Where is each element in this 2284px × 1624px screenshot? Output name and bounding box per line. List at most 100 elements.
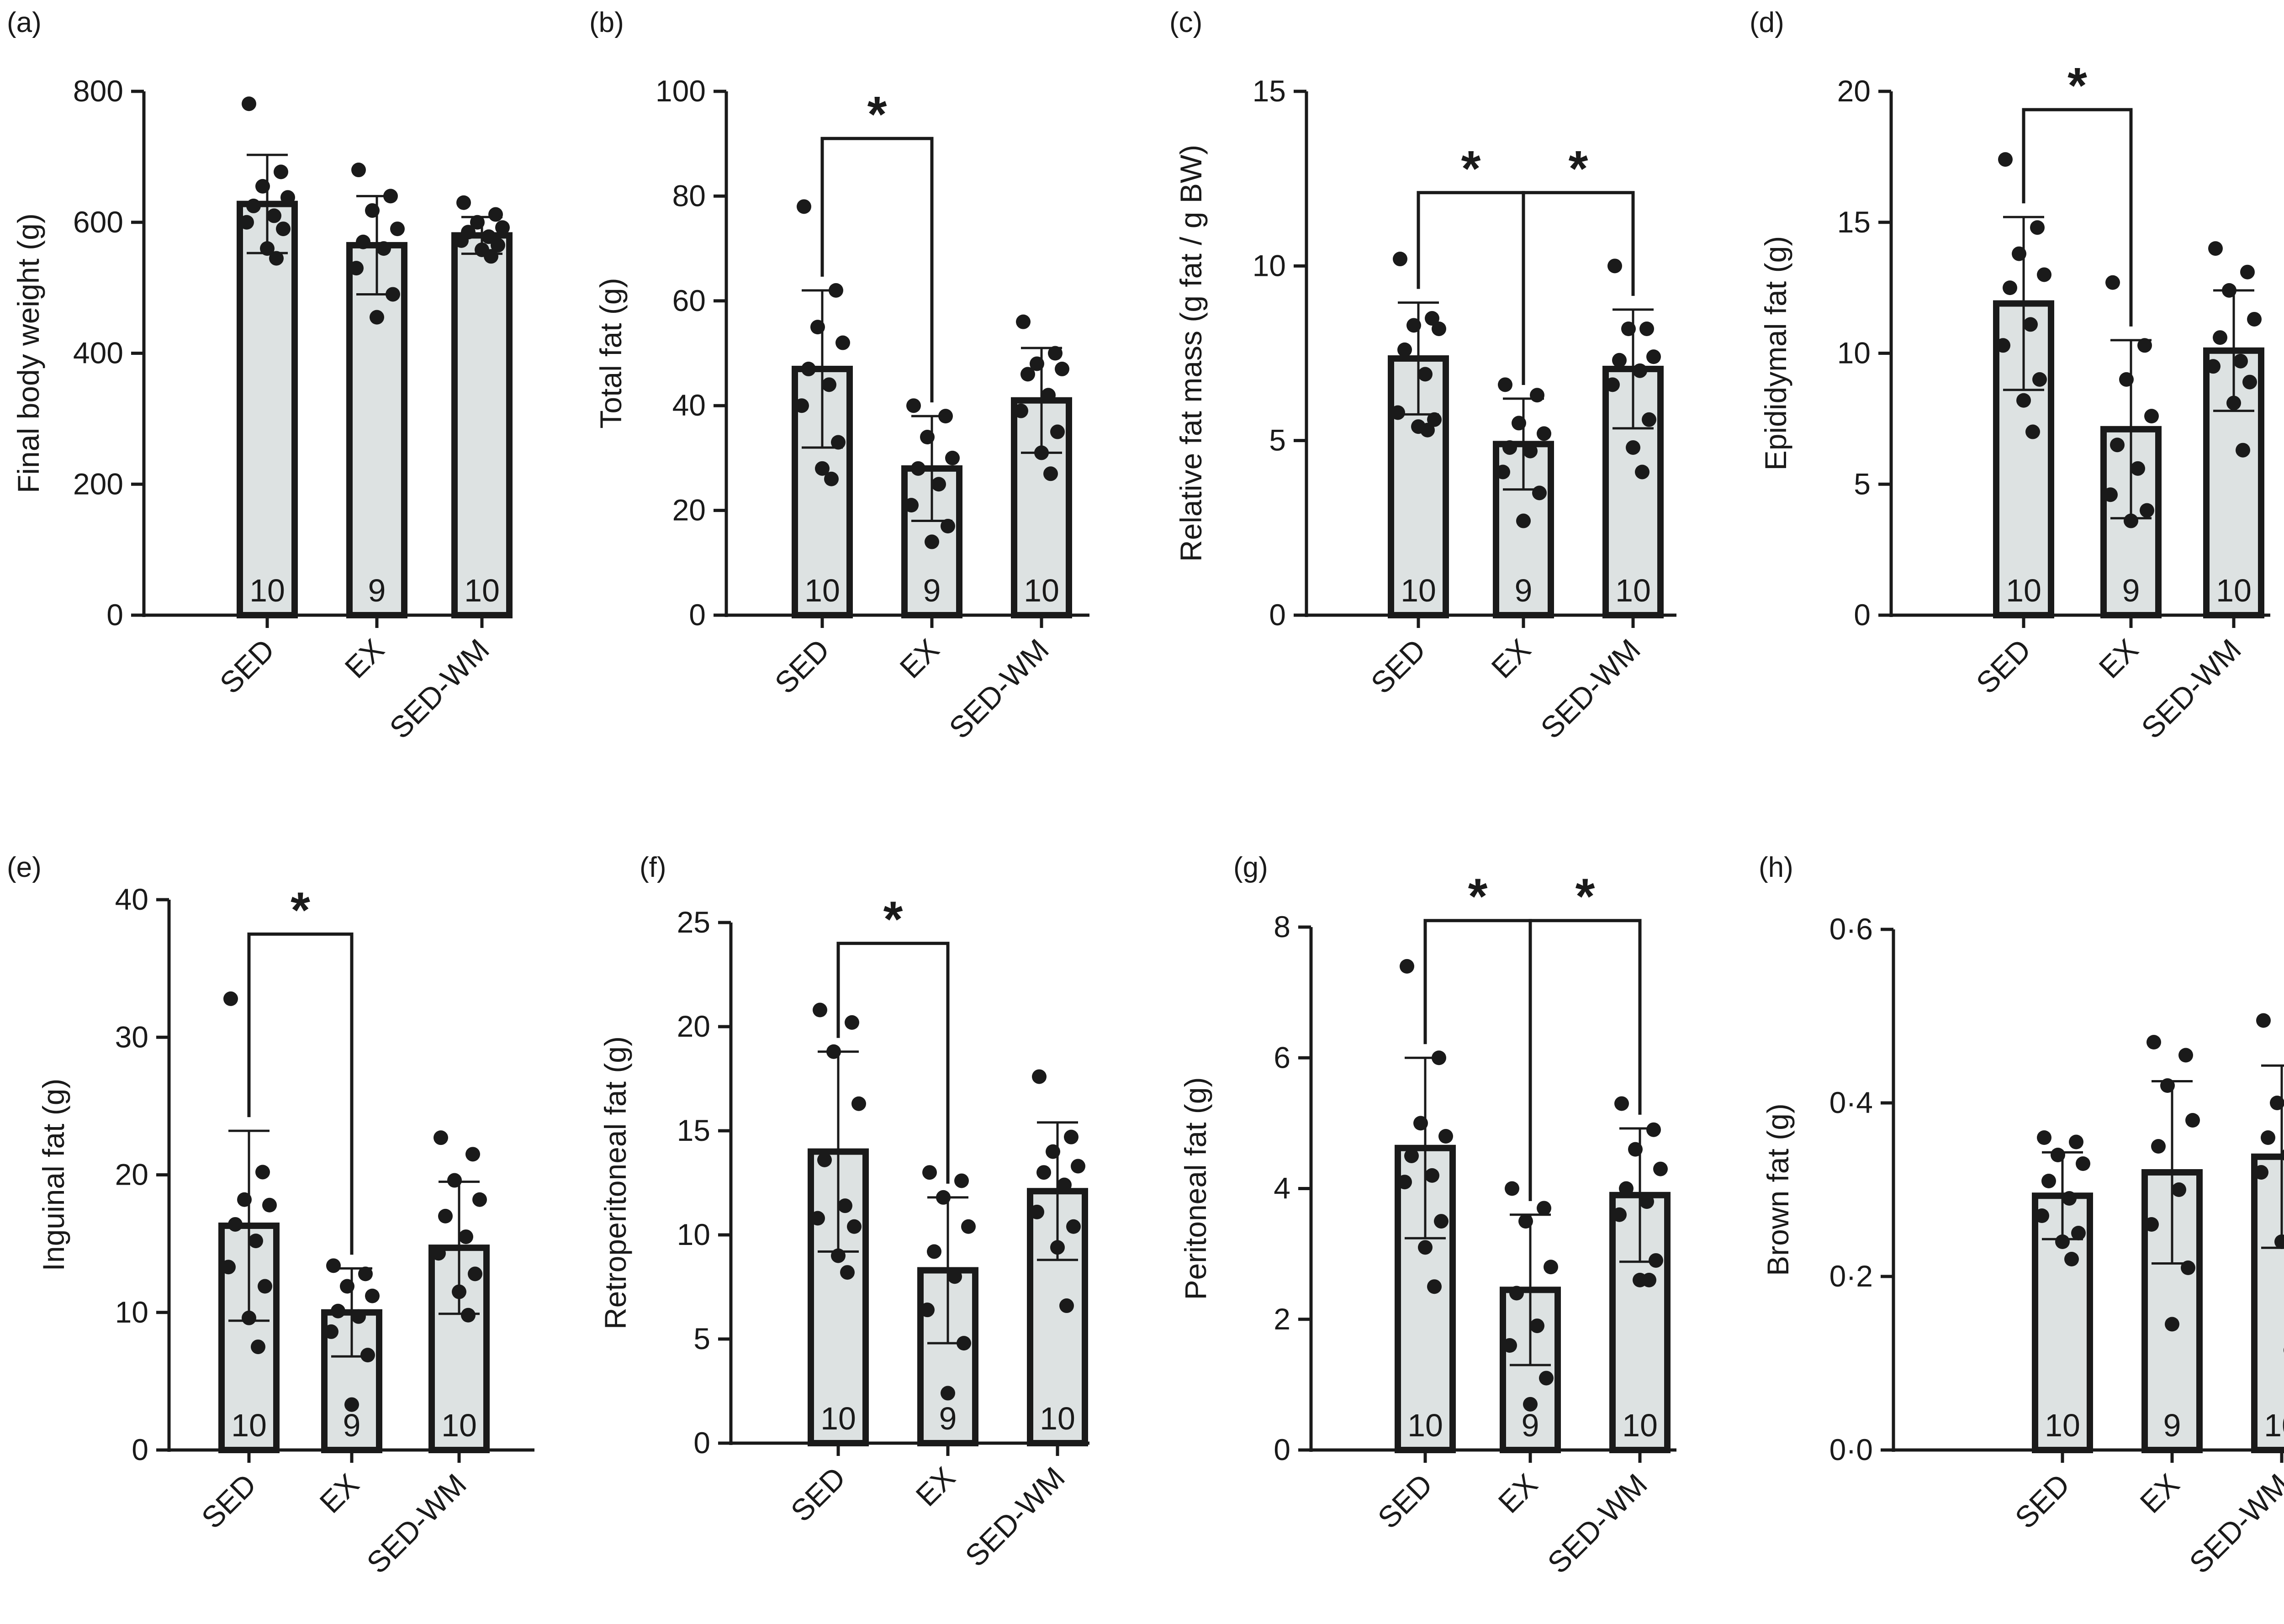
- data-point: [2242, 374, 2257, 390]
- data-point: [221, 1260, 236, 1275]
- significance-marker: *: [291, 882, 310, 938]
- data-point: [1496, 464, 1510, 480]
- data-point: [472, 1192, 487, 1207]
- data-point: [947, 1269, 962, 1284]
- panel-label: (e): [7, 852, 42, 883]
- data-point: [810, 1211, 825, 1226]
- y-tick-label: 6: [1274, 1040, 1290, 1074]
- y-tick-label: 60: [672, 284, 706, 317]
- y-tick-label: 10: [1253, 248, 1286, 282]
- y-tick-label: 20: [115, 1158, 148, 1192]
- data-point: [2137, 338, 2152, 353]
- n-label: 9: [2122, 573, 2140, 608]
- n-label: 9: [923, 573, 941, 608]
- data-point: [258, 1279, 272, 1294]
- n-label: 10: [1615, 573, 1651, 608]
- significance-marker: *: [867, 86, 887, 142]
- data-point: [262, 1197, 277, 1213]
- data-point: [1639, 1194, 1654, 1209]
- data-point: [1537, 426, 1551, 441]
- y-tick-label: 0: [1274, 1433, 1290, 1466]
- significance-bracket: [1528, 919, 1642, 1201]
- data-point: [1057, 1177, 1072, 1192]
- data-point: [248, 1234, 263, 1249]
- data-point: [223, 991, 238, 1006]
- n-label: 10: [1622, 1408, 1658, 1443]
- data-point: [267, 208, 281, 223]
- data-point: [1502, 440, 1517, 455]
- data-point: [331, 1303, 345, 1318]
- data-point: [1642, 412, 1656, 427]
- data-point: [2140, 503, 2154, 518]
- n-label: 10: [249, 573, 285, 608]
- n-label: 10: [231, 1408, 267, 1443]
- y-tick-label: 5: [1269, 423, 1286, 457]
- y-tick-label: 30: [115, 1020, 148, 1054]
- y-tick-label: 20: [1837, 74, 1871, 108]
- significance-marker: *: [1461, 141, 1481, 197]
- data-point: [904, 498, 919, 513]
- data-point: [351, 163, 366, 178]
- y-tick-label: 40: [672, 388, 706, 422]
- data-point: [1498, 377, 1512, 392]
- data-point: [954, 1173, 969, 1188]
- data-point: [2062, 1191, 2077, 1206]
- data-point: [1066, 1219, 1081, 1234]
- data-point: [1032, 1069, 1047, 1084]
- y-axis-title: Peritoneal fat (g): [1179, 1077, 1212, 1300]
- significance-marker: *: [1569, 141, 1588, 197]
- significance-bracket: [1522, 191, 1635, 385]
- data-point: [794, 398, 809, 413]
- data-point: [2041, 1174, 2056, 1188]
- data-point: [2236, 443, 2250, 458]
- n-label: 10: [804, 573, 840, 608]
- data-point: [274, 164, 288, 179]
- data-point: [1432, 321, 1446, 336]
- data-point: [488, 207, 503, 222]
- data-point: [1635, 464, 1650, 480]
- y-tick-label: 600: [73, 205, 123, 239]
- y-tick-label: 100: [656, 74, 706, 108]
- data-point: [1532, 485, 1547, 501]
- y-tick-label: 0·0: [1829, 1433, 1873, 1466]
- data-point: [351, 1309, 366, 1324]
- data-point: [2110, 438, 2125, 453]
- n-label: 10: [820, 1401, 856, 1436]
- y-tick-label: 200: [73, 467, 123, 501]
- y-tick-label: 20: [677, 1009, 710, 1043]
- data-point: [1544, 1260, 1558, 1275]
- y-tick-label: 2: [1274, 1302, 1290, 1336]
- data-point: [255, 1165, 270, 1180]
- data-point: [456, 195, 471, 210]
- panel-label: (g): [1233, 852, 1268, 883]
- panel-label: (f): [640, 852, 666, 883]
- chart-panel-c: (c) 0 5 10 15 Relative fat mass (g fat / g BW…: [1169, 7, 1676, 745]
- data-point: [1614, 1096, 1629, 1111]
- data-point: [2076, 1156, 2090, 1171]
- data-point: [1438, 1129, 1453, 1144]
- data-point: [2003, 280, 2017, 295]
- data-point: [356, 234, 370, 249]
- data-point: [1425, 311, 1439, 326]
- data-point: [2016, 393, 2031, 408]
- data-point: [2165, 1317, 2179, 1332]
- data-point: [1653, 1161, 1668, 1176]
- y-tick-label: 0: [1269, 598, 1286, 632]
- data-point: [2144, 1217, 2159, 1232]
- data-point: [454, 233, 469, 248]
- n-label: 9: [343, 1408, 361, 1443]
- data-point: [1612, 1207, 1627, 1222]
- data-point: [2256, 1013, 2271, 1028]
- data-point: [1043, 466, 1058, 481]
- data-point: [847, 1219, 862, 1234]
- data-point: [1400, 959, 1414, 974]
- y-axis-title: Total fat (g): [594, 278, 628, 428]
- y-tick-label: 8: [1274, 910, 1290, 944]
- data-point: [1434, 1214, 1449, 1229]
- y-tick-label: 80: [672, 179, 706, 212]
- data-point: [813, 1002, 827, 1018]
- data-point: [1539, 1371, 1554, 1386]
- data-point: [2270, 1096, 2284, 1110]
- y-tick-label: 4: [1274, 1171, 1290, 1205]
